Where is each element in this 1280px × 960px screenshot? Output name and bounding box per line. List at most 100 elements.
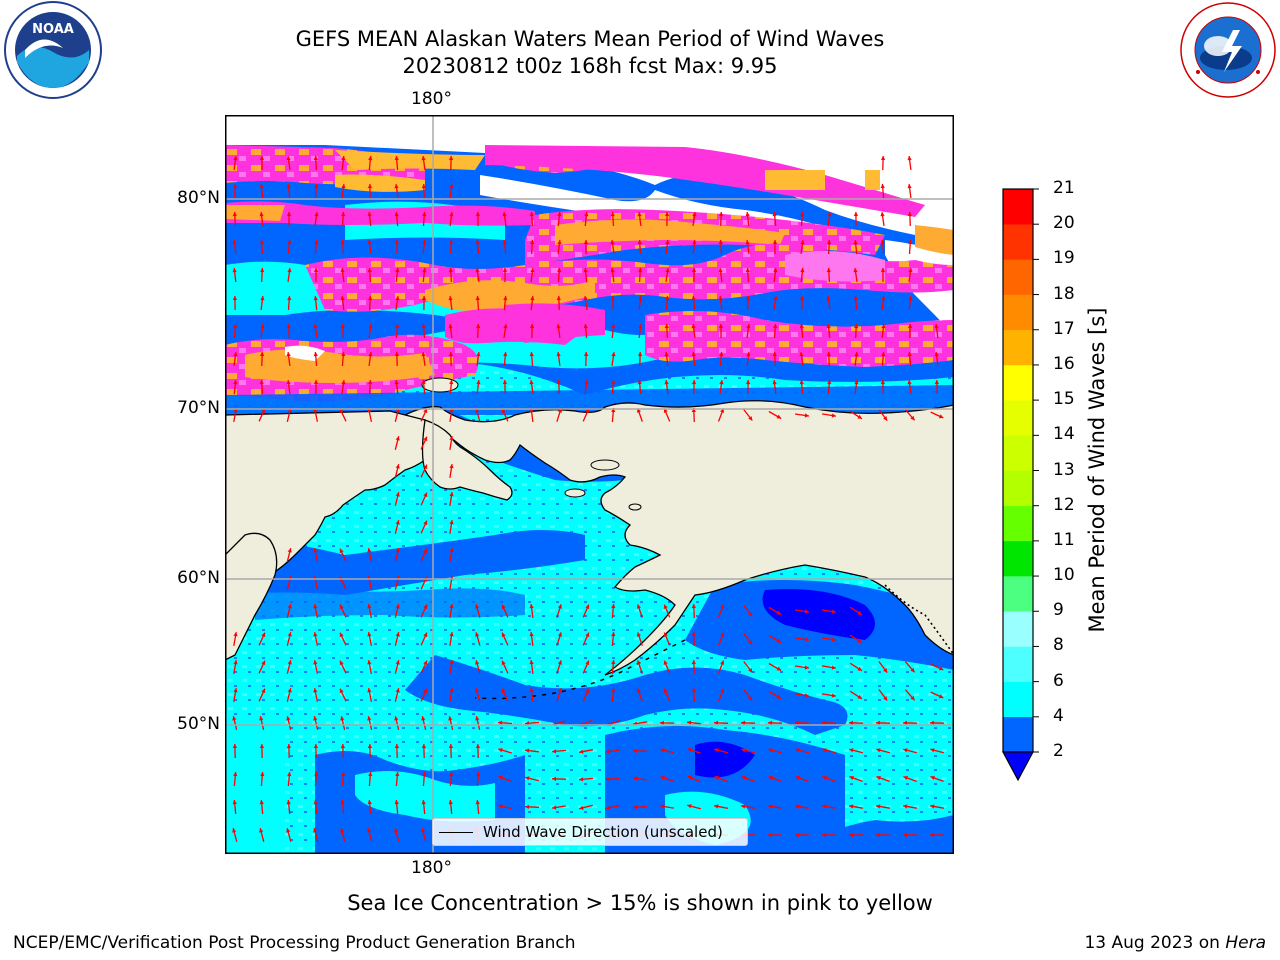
wave-direction-arrowhead — [663, 688, 668, 693]
wave-direction-arrowhead — [394, 380, 399, 385]
wave-direction-arrowhead — [768, 748, 773, 753]
wave-direction-arrowhead — [557, 632, 562, 637]
wave-direction-arrowhead — [340, 324, 346, 328]
wave-direction-arrowhead — [287, 632, 292, 637]
wave-direction-arrowhead — [849, 720, 853, 726]
wave-direction-arrowhead — [395, 268, 400, 273]
wave-direction-arrowhead — [394, 828, 399, 833]
wave-direction-arrowhead — [691, 324, 696, 329]
wave-direction-arrowhead — [831, 693, 836, 698]
wave-direction-arrowhead — [822, 720, 826, 726]
wave-direction-arrowhead — [880, 184, 885, 189]
wave-direction-arrowhead — [638, 296, 643, 301]
wave-direction-arrowhead — [556, 380, 561, 384]
colorbar-tick-label: 21 — [1053, 178, 1075, 198]
colorbar-tick-label: 20 — [1053, 213, 1075, 234]
wave-direction-arrowhead — [395, 492, 400, 497]
wave-direction-arrowhead — [876, 832, 880, 838]
date-label: 13 Aug 2023 on — [1084, 933, 1226, 953]
wave-direction-arrowhead — [557, 240, 562, 245]
wave-direction-arrowhead — [314, 240, 319, 245]
wave-direction-arrowhead — [422, 240, 427, 245]
wave-direction-arrowhead — [663, 632, 668, 637]
credit-text: NCEP/EMC/Verification Post Processing Pr… — [13, 933, 576, 953]
lat-label-60: 60°N — [177, 568, 220, 588]
wave-direction-arrowhead — [286, 744, 292, 748]
wave-direction-arrowhead — [827, 380, 832, 385]
wave-direction-arrowhead — [261, 632, 266, 638]
wave-direction-arrowhead — [260, 772, 265, 777]
wave-direction-arrowhead — [476, 352, 481, 357]
wave-direction-arrowhead — [611, 380, 616, 385]
wave-direction-arrowhead — [395, 548, 400, 553]
wave-direction-arrowhead — [903, 720, 907, 726]
wave-direction-arrowhead — [853, 268, 858, 273]
wave-direction-arrowhead — [720, 604, 725, 609]
wave-direction-arrowhead — [368, 772, 373, 777]
wave-direction-arrowhead — [664, 352, 669, 357]
wave-direction-arrowhead — [854, 380, 859, 385]
wave-direction-arrowhead — [745, 380, 751, 384]
wave-direction-arrowhead — [799, 324, 804, 329]
lat-label-80: 80°N — [177, 188, 220, 208]
colorbar-tick-label: 13 — [1053, 459, 1075, 480]
wave-direction-arrowhead — [313, 744, 319, 748]
wave-direction-arrowhead — [367, 632, 372, 637]
wave-direction-arrowhead — [476, 772, 481, 777]
wave-direction-arrowhead — [502, 268, 508, 272]
lat-label-70: 70°N — [177, 398, 220, 418]
wave-direction-arrowhead — [287, 268, 292, 273]
wave-direction-arrowhead — [314, 184, 319, 189]
wave-direction-arrowhead — [340, 268, 345, 273]
wave-direction-arrowhead — [664, 324, 669, 328]
wave-direction-arrowhead — [665, 268, 670, 273]
wave-direction-arrowhead — [232, 800, 237, 805]
wave-direction-arrowhead — [260, 324, 265, 329]
wave-direction-arrowhead — [930, 748, 935, 753]
colorbar-segment — [1003, 646, 1033, 682]
wave-direction-arrowhead — [881, 352, 886, 357]
wave-direction-arrowhead — [857, 694, 862, 699]
wave-direction-arrowhead — [714, 775, 719, 780]
wave-direction-arrowhead — [800, 212, 805, 217]
wave-direction-arrowhead — [910, 667, 915, 673]
wave-direction-arrowhead — [314, 212, 319, 217]
wave-direction-arrowhead — [857, 610, 862, 615]
wave-direction-arrowhead — [475, 744, 481, 748]
wave-direction-arrowhead — [883, 696, 888, 701]
wave-direction-arrowhead — [502, 212, 507, 217]
wave-direction-arrowhead — [907, 212, 912, 216]
wave-direction-arrowhead — [313, 352, 318, 357]
wave-direction-arrowhead — [261, 688, 266, 694]
sea-ice-note: Sea Ice Concentration > 15% is shown in … — [347, 891, 933, 915]
wave-direction-arrowhead — [259, 156, 265, 160]
wave-direction-arrowhead — [907, 352, 912, 357]
wave-direction-arrowhead — [691, 604, 696, 608]
wave-direction-arrowhead — [421, 380, 426, 385]
wave-direction-arrowhead — [611, 660, 616, 665]
wave-direction-arrowhead — [638, 324, 643, 329]
wave-direction-arrowhead — [745, 240, 750, 245]
wave-direction-arrowhead — [261, 660, 266, 666]
wave-direction-arrowhead — [259, 212, 264, 217]
wave-direction-arrowhead — [795, 775, 800, 780]
wave-direction-arrowhead — [691, 688, 696, 692]
wave-direction-arrowhead — [503, 296, 508, 301]
wave-direction-arrowhead — [610, 212, 615, 217]
wave-direction-arrowhead — [934, 380, 940, 384]
wave-direction-arrowhead — [341, 212, 346, 217]
wave-direction-arrowhead — [233, 660, 238, 665]
wave-direction-arrowhead — [339, 408, 344, 414]
wave-direction-arrowhead — [448, 324, 453, 329]
wave-direction-arrowhead — [637, 352, 643, 356]
wave-direction-arrowhead — [826, 324, 831, 329]
wave-direction-arrowhead — [395, 436, 400, 441]
wave-direction-arrowhead — [691, 660, 696, 664]
wave-direction-arrowhead — [663, 604, 668, 609]
wave-direction-arrowhead — [449, 688, 454, 693]
wave-direction-arrowhead — [286, 828, 291, 833]
wave-direction-arrowhead — [903, 804, 908, 809]
wave-direction-arrowhead — [475, 212, 481, 216]
wave-direction-arrowhead — [422, 212, 427, 217]
colorbar-segment — [1003, 505, 1033, 542]
